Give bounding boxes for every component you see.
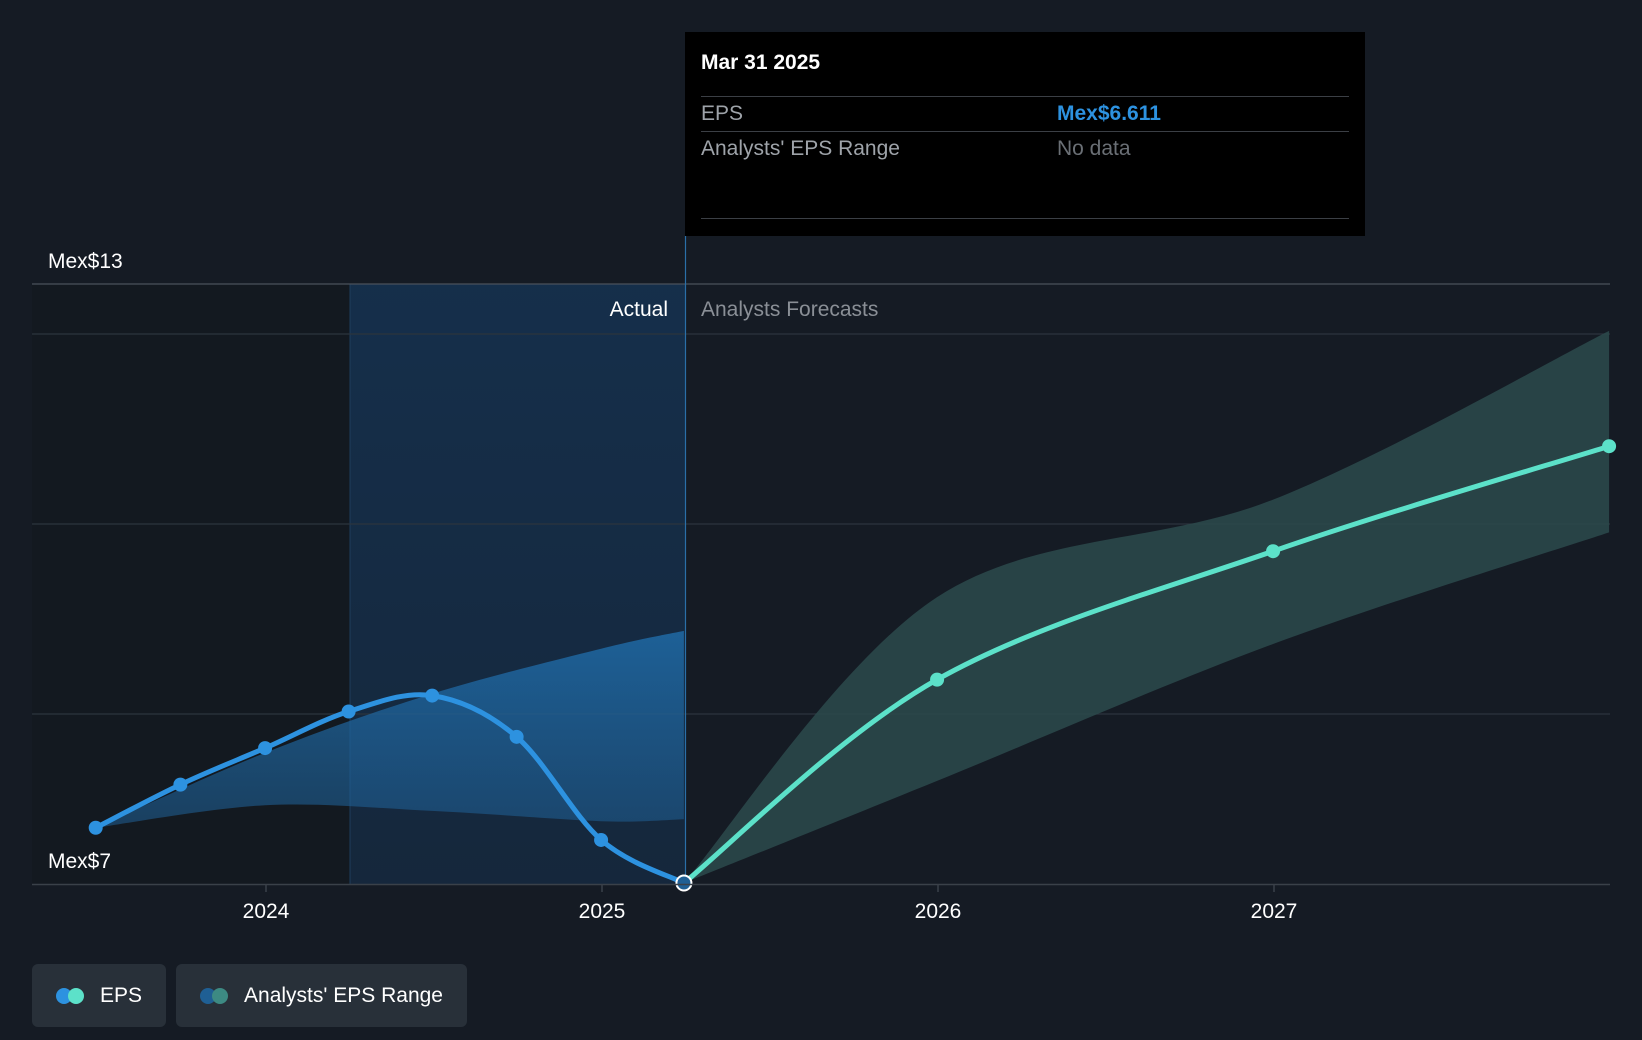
legend-label-eps-range: Analysts' EPS Range: [244, 983, 443, 1007]
eps-point-actual[interactable]: [341, 704, 356, 719]
eps-point-forecast[interactable]: [930, 672, 945, 687]
eps-point-actual[interactable]: [88, 820, 103, 835]
legend-item-eps-range[interactable]: Analysts' EPS Range: [176, 964, 467, 1027]
eps-point-forecast[interactable]: [1602, 439, 1617, 454]
chart-legend: EPS Analysts' EPS Range: [32, 964, 467, 1027]
eps-points: [88, 439, 1617, 892]
tooltip-eps-value: Mex$6.611: [1057, 102, 1161, 125]
region-label-actual: Actual: [610, 298, 668, 321]
hover-tooltip: Mar 31 2025 EPS Mex$6.611 Analysts' EPS …: [685, 32, 1365, 236]
eps-range-band-forecast: [683, 330, 1610, 883]
tooltip-row-eps: EPS Mex$6.611: [701, 96, 1349, 131]
tooltip-eps-label: EPS: [701, 102, 744, 125]
tooltip-row-range: Analysts' EPS Range No data: [701, 131, 1349, 166]
x-tick-label: 2027: [1251, 900, 1298, 923]
x-tick-label: 2024: [243, 900, 290, 923]
eps-legend-icon: [56, 987, 86, 1004]
legend-item-eps[interactable]: EPS: [32, 964, 167, 1027]
eps-point-actual[interactable]: [425, 688, 440, 703]
eps-point-forecast[interactable]: [1266, 544, 1281, 559]
x-axis-ticks: 2024 2025 2026 2027: [243, 884, 1298, 923]
eps-range-bands: [95, 330, 1610, 883]
region-label-forecast: Analysts Forecasts: [701, 298, 878, 321]
eps-lines: [93, 443, 1612, 886]
eps-line-actual: [93, 692, 687, 886]
tooltip-range-value: No data: [1057, 137, 1131, 160]
eps-point-actual[interactable]: [258, 741, 273, 756]
eps-range-band-actual: [95, 630, 684, 828]
y-label-top: Mex$13: [48, 250, 123, 273]
legend-label-eps: EPS: [100, 983, 143, 1007]
eps-line-forecast: [681, 443, 1612, 886]
tooltip-range-label: Analysts' EPS Range: [701, 137, 900, 160]
x-tick-label: 2025: [579, 900, 626, 923]
eps-point-actual[interactable]: [509, 729, 524, 744]
eps-range-legend-icon: [200, 987, 230, 1004]
eps-point-actual[interactable]: [173, 777, 188, 792]
tooltip-date: Mar 31 2025: [701, 51, 821, 74]
eps-point-selected[interactable]: [675, 874, 693, 892]
x-tick-label: 2026: [915, 900, 962, 923]
eps-point-actual[interactable]: [594, 832, 609, 847]
tooltip-divider: [701, 218, 1349, 219]
y-label-bottom: Mex$7: [48, 850, 111, 873]
